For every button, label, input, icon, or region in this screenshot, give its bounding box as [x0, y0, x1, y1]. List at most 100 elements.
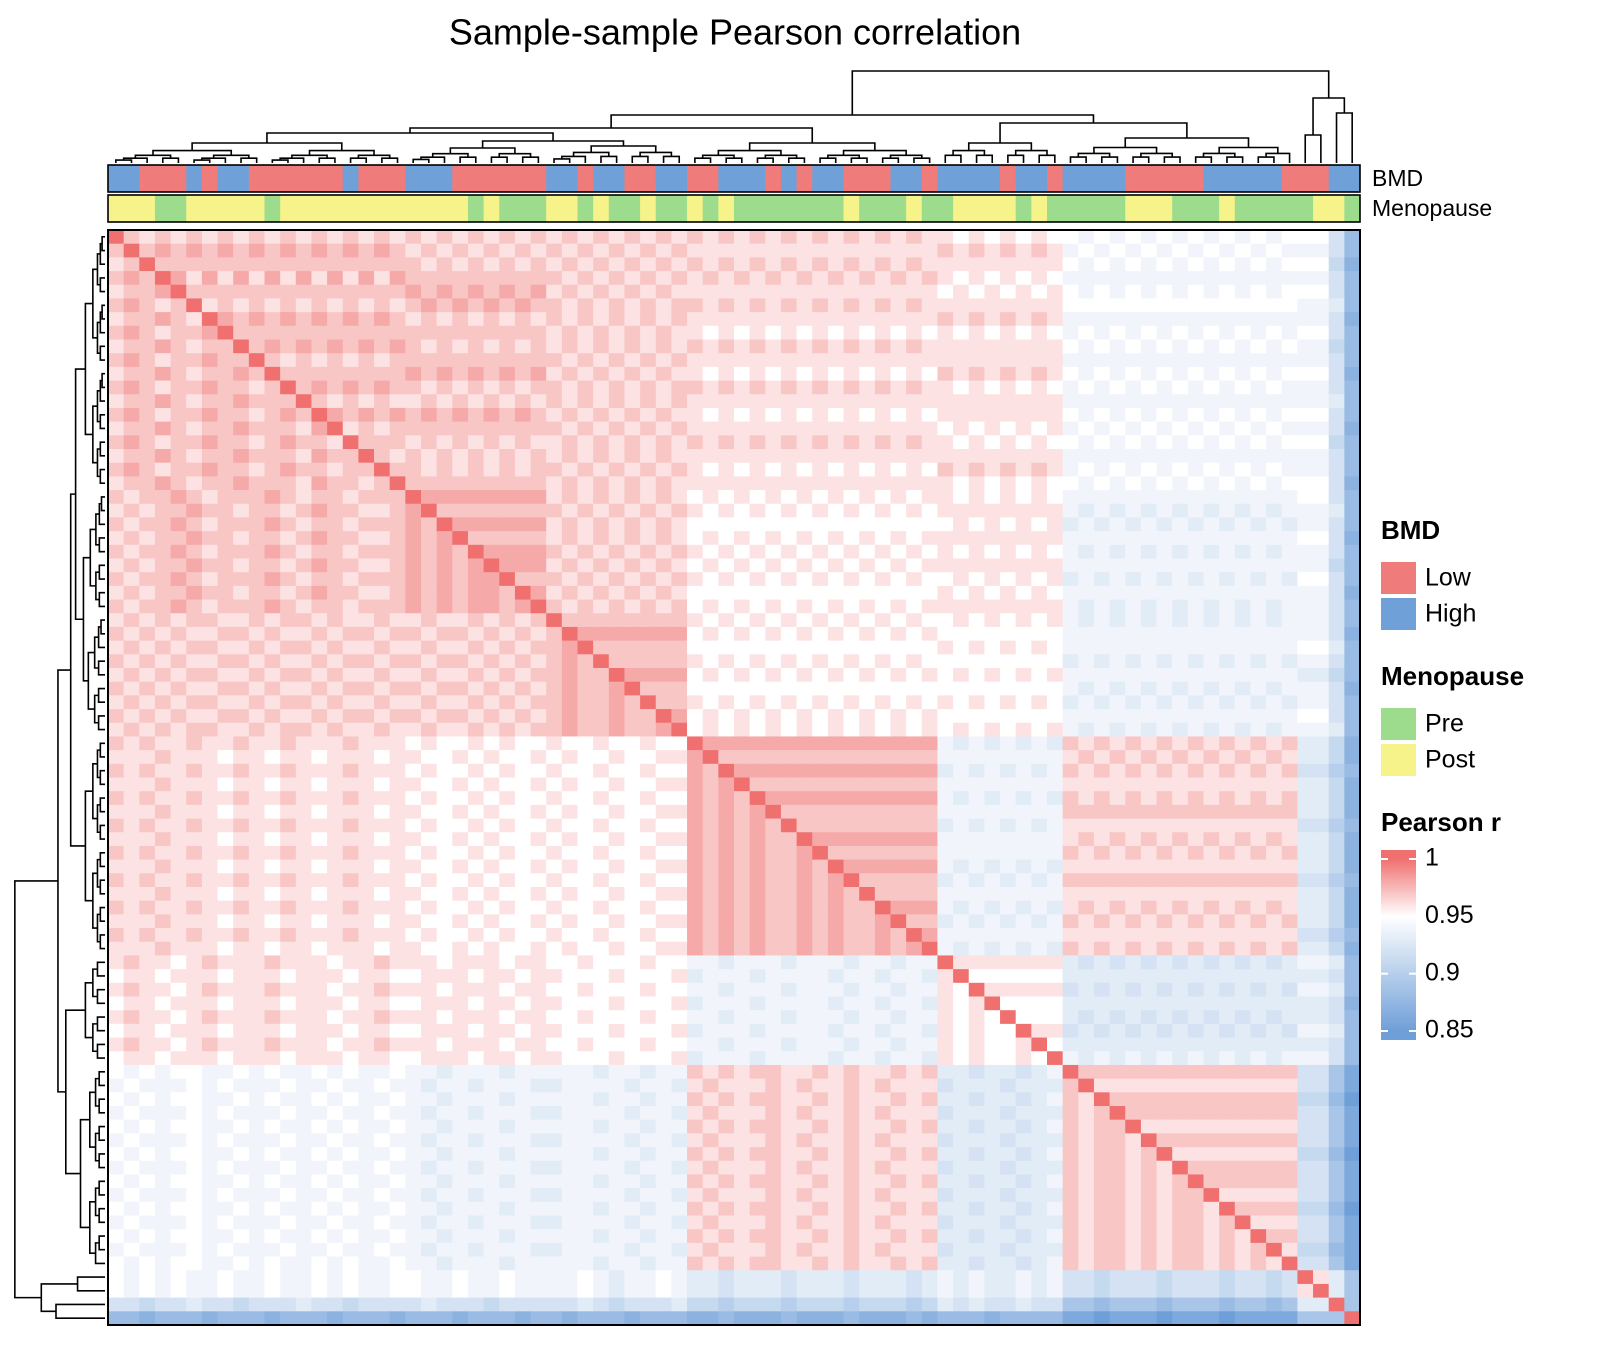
heatmap-cell	[1093, 791, 1110, 806]
heatmap-cell	[342, 1051, 359, 1066]
heatmap-cell	[687, 517, 704, 532]
heatmap-cell	[655, 1092, 672, 1107]
heatmap-cell	[389, 914, 406, 929]
heatmap-cell	[421, 695, 438, 710]
heatmap-cell	[436, 394, 453, 409]
heatmap-cell	[499, 763, 516, 778]
heatmap-cell	[624, 654, 641, 669]
heatmap-cell	[1093, 476, 1110, 491]
heatmap-cell	[1140, 722, 1157, 737]
heatmap-cell	[514, 750, 531, 765]
heatmap-cell	[640, 476, 657, 491]
heatmap-cell	[123, 613, 140, 628]
heatmap-cell	[342, 462, 359, 477]
heatmap-cell	[201, 1037, 218, 1052]
heatmap-cell	[827, 503, 844, 518]
heatmap-cell	[624, 407, 641, 423]
heatmap-cell	[812, 873, 829, 888]
heatmap-cell	[108, 490, 125, 505]
heatmap-cell	[1031, 243, 1048, 258]
heatmap-cell	[139, 1092, 156, 1107]
heatmap-cell	[233, 928, 250, 943]
heatmap-cell	[389, 1064, 406, 1080]
heatmap-cell	[405, 1147, 422, 1162]
heatmap-cell	[280, 900, 297, 915]
heatmap-cell	[671, 312, 688, 327]
heatmap-cell	[452, 900, 469, 915]
heatmap-cell	[483, 407, 500, 423]
heatmap-cell	[655, 284, 672, 299]
heatmap-cell	[608, 531, 625, 546]
heatmap-cell	[1015, 668, 1032, 683]
heatmap-cell	[984, 1064, 1001, 1080]
heatmap-cell	[452, 982, 469, 997]
heatmap-cell	[577, 476, 594, 491]
heatmap-cell	[342, 353, 359, 368]
heatmap-cell	[499, 1023, 516, 1038]
heatmap-cell	[874, 230, 891, 245]
heatmap-cell	[374, 435, 391, 450]
heatmap-cell	[374, 284, 391, 299]
heatmap-cell	[734, 722, 751, 737]
heatmap-cell	[546, 1010, 563, 1025]
heatmap-cell	[123, 517, 140, 532]
heatmap-cell	[906, 955, 923, 970]
heatmap-cell	[906, 1078, 923, 1093]
heatmap-cell	[718, 763, 735, 778]
heatmap-cell	[608, 914, 625, 929]
heatmap-cell	[389, 982, 406, 997]
heatmap-cell	[436, 517, 453, 532]
heatmap-cell	[1015, 407, 1032, 423]
heatmap-cell	[499, 1147, 516, 1162]
heatmap-cell	[1078, 490, 1095, 505]
heatmap-cell	[1109, 476, 1126, 491]
heatmap-cell	[546, 654, 563, 669]
heatmap-cell	[749, 394, 766, 409]
heatmap-cell	[702, 613, 719, 628]
heatmap-cell	[233, 435, 250, 450]
heatmap-cell	[640, 1119, 657, 1134]
heatmap-cell	[984, 1010, 1001, 1025]
heatmap-cell	[1187, 380, 1204, 395]
heatmap-cell	[812, 1064, 829, 1080]
heatmap-cell	[374, 353, 391, 368]
heatmap-cell	[702, 804, 719, 819]
heatmap-cell	[1000, 243, 1017, 258]
heatmap-cell	[749, 681, 766, 696]
heatmap-cell	[1187, 490, 1204, 505]
heatmap-cell	[342, 695, 359, 710]
heatmap-cell	[123, 312, 140, 327]
heatmap-cell	[937, 668, 954, 683]
heatmap-cell	[874, 1051, 891, 1066]
heatmap-cell	[499, 668, 516, 683]
heatmap-cell	[139, 982, 156, 997]
heatmap-cell	[1031, 325, 1048, 340]
heatmap-cell	[1125, 421, 1142, 436]
heatmap-cell	[514, 490, 531, 505]
heatmap-cell	[796, 1119, 813, 1134]
heatmap-cell	[984, 763, 1001, 778]
heatmap-cell	[295, 1010, 312, 1025]
heatmap-cell	[1109, 1010, 1126, 1025]
heatmap-cell	[624, 668, 641, 683]
heatmap-cell	[937, 722, 954, 737]
heatmap-cell	[640, 887, 657, 902]
heatmap-cell	[139, 1078, 156, 1093]
heatmap-cell	[154, 1119, 171, 1134]
heatmap-cell	[655, 941, 672, 956]
heatmap-cell	[655, 380, 672, 395]
heatmap-cell	[1000, 1133, 1017, 1148]
heatmap-cell	[139, 736, 156, 751]
heatmap-cell	[593, 271, 610, 286]
heatmap-cell	[233, 941, 250, 956]
heatmap-cell	[827, 1092, 844, 1107]
heatmap-cell	[1187, 613, 1204, 628]
heatmap-cell	[937, 517, 954, 532]
heatmap-cell	[734, 421, 751, 436]
heatmap-cell	[890, 1037, 907, 1052]
heatmap-cell	[1031, 969, 1048, 984]
heatmap-cell	[233, 955, 250, 970]
heatmap-cell	[906, 353, 923, 368]
heatmap-cell	[1125, 380, 1142, 395]
heatmap-cell	[687, 969, 704, 984]
